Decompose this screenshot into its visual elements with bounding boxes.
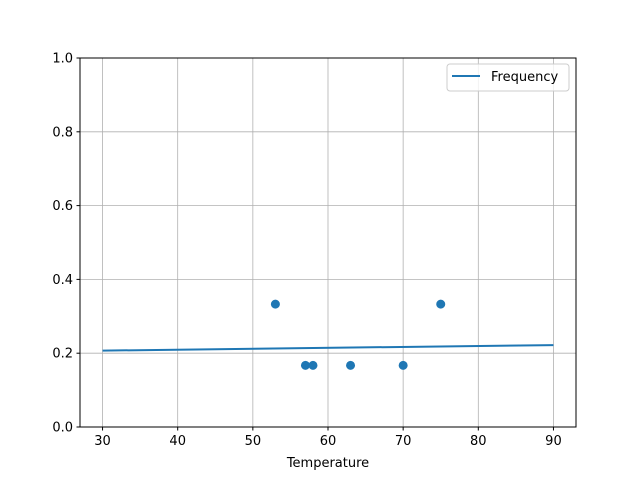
series-line-frequency xyxy=(102,344,554,352)
x-axis-label: Temperature xyxy=(286,456,369,471)
x-tick-label: 30 xyxy=(94,434,111,449)
legend-box xyxy=(446,63,570,92)
x-tick-label: 60 xyxy=(320,434,337,449)
y-tick-label: 0.8 xyxy=(52,125,73,140)
y-tick-label: 0.6 xyxy=(52,199,73,214)
x-tick-label: 90 xyxy=(545,434,562,449)
scatter-point xyxy=(398,360,408,370)
marks xyxy=(102,299,554,370)
scatter-point xyxy=(346,360,356,370)
x-tick-label: 70 xyxy=(395,434,412,449)
y-tick-label: 1.0 xyxy=(52,52,73,67)
ticks: 30 40 50 60 70 80 90 0.0 0.2 0.4 0.6 0.8 1.0 xyxy=(52,52,561,450)
scatter-point xyxy=(300,360,310,370)
scatter-point xyxy=(308,360,318,370)
legend: Frequency xyxy=(446,63,570,92)
y-tick-label: 0.4 xyxy=(52,273,73,288)
x-tick-label: 80 xyxy=(470,434,487,449)
legend-label: Frequency xyxy=(491,70,558,85)
scatter-point xyxy=(436,299,446,309)
y-tick-label: 0.2 xyxy=(52,347,73,362)
x-tick-label: 40 xyxy=(169,434,186,449)
scatter-point xyxy=(270,299,280,309)
y-tick-label: 0.0 xyxy=(52,421,73,436)
x-tick-label: 50 xyxy=(245,434,262,449)
